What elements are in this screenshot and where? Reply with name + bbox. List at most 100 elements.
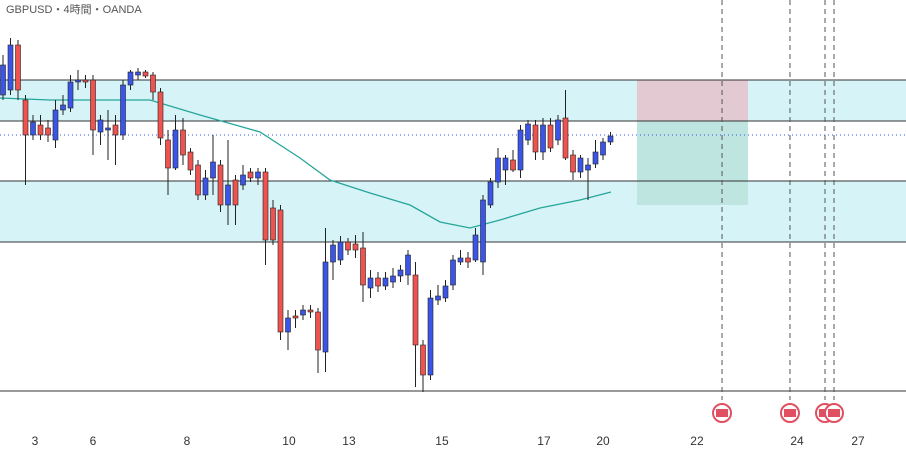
- x-tick-label: 22: [690, 434, 704, 448]
- candle-body: [187, 151, 194, 171]
- x-tick-label: 8: [184, 434, 191, 448]
- x-tick-label: 3: [32, 434, 39, 448]
- x-tick-label: 27: [851, 434, 865, 448]
- candle-body: [180, 129, 186, 156]
- candle-body: [472, 234, 479, 261]
- candle-body: [570, 154, 576, 173]
- candle-body: [277, 209, 284, 333]
- candle-body: [607, 135, 614, 143]
- candle-body: [390, 275, 396, 283]
- candle-body: [375, 277, 381, 287]
- candle-body: [547, 124, 554, 149]
- candle-body: [135, 71, 141, 76]
- candle-body: [517, 129, 524, 171]
- candle-body: [60, 104, 66, 111]
- candle-body: [90, 79, 96, 131]
- candle-body: [82, 79, 89, 83]
- candle-body: [30, 121, 36, 136]
- candle-body: [600, 141, 606, 156]
- candle-body: [465, 257, 471, 263]
- x-tick-label: 10: [282, 434, 296, 448]
- candle-body: [367, 277, 374, 289]
- candle-body: [352, 243, 359, 251]
- candle-body: [172, 129, 179, 169]
- candle-body: [592, 151, 599, 165]
- x-tick-label: 13: [342, 434, 356, 448]
- target-zone: [636, 121, 748, 205]
- candle-body: [112, 124, 119, 136]
- candle-body: [195, 164, 201, 196]
- candle-body: [15, 44, 21, 91]
- candle-body: [337, 241, 344, 261]
- candle-body: [382, 277, 389, 287]
- candle-body: [202, 177, 209, 196]
- candle-body: [487, 181, 494, 206]
- candle-body: [585, 164, 591, 171]
- candle-body: [67, 81, 74, 109]
- candle-body: [577, 157, 584, 173]
- candle-body: [127, 71, 134, 86]
- stop-zone: [636, 80, 748, 121]
- candle-body: [75, 79, 81, 83]
- candle-body: [502, 157, 509, 171]
- candle-body: [97, 119, 104, 133]
- x-tick-label: 17: [537, 434, 551, 448]
- candle-body: [540, 124, 546, 153]
- candle-body: [315, 311, 321, 351]
- candle-body: [0, 64, 6, 96]
- candle-body: [255, 171, 261, 179]
- candle-body: [120, 84, 126, 136]
- candle-body: [525, 123, 531, 141]
- candle-body: [360, 247, 366, 286]
- candle-body: [37, 124, 44, 136]
- candle-body: [105, 127, 111, 131]
- candle-body: [555, 119, 561, 141]
- candle-body: [262, 171, 269, 241]
- candle-body: [427, 297, 434, 376]
- candle-body: [52, 109, 59, 141]
- candle-body: [412, 274, 419, 346]
- candle-body: [442, 285, 449, 299]
- candle-body: [225, 184, 231, 206]
- candle-body: [510, 159, 516, 171]
- candle-body: [562, 117, 569, 159]
- x-tick-label: 24: [790, 434, 804, 448]
- candle-body: [142, 71, 149, 77]
- candle-body: [7, 44, 14, 91]
- candle-body: [435, 295, 441, 301]
- candle-body: [397, 269, 404, 277]
- event-flag-stripes: [783, 409, 796, 417]
- candle-body: [450, 259, 456, 286]
- candle-body: [157, 91, 164, 139]
- candle-body: [345, 241, 351, 251]
- x-tick-label: 15: [435, 434, 449, 448]
- x-tick-label: 6: [90, 434, 97, 448]
- candle-body: [210, 161, 216, 179]
- candle-body: [480, 199, 486, 263]
- candle-body: [217, 164, 224, 206]
- candle-body: [457, 257, 464, 263]
- candle-body: [285, 317, 291, 333]
- candle-body: [22, 99, 29, 136]
- candle-body: [292, 315, 299, 319]
- candle-body: [420, 344, 426, 376]
- candle-body: [300, 309, 306, 316]
- candle-body: [270, 207, 276, 241]
- event-flag-stripes: [828, 409, 840, 417]
- x-tick-label: 20: [596, 434, 610, 448]
- zone: [0, 181, 906, 242]
- candle-body: [247, 171, 254, 179]
- candle-body: [150, 74, 156, 93]
- candle-body: [495, 157, 501, 183]
- candle-body: [45, 127, 51, 136]
- chart-title: GBPUSD・4時間・OANDA: [6, 3, 142, 16]
- candle-body: [307, 309, 314, 313]
- candle-body: [330, 244, 336, 263]
- candle-body: [322, 261, 329, 353]
- candle-body: [405, 254, 411, 276]
- candle-body: [165, 139, 171, 169]
- candle-body: [232, 179, 239, 206]
- event-flag-stripes: [716, 409, 729, 417]
